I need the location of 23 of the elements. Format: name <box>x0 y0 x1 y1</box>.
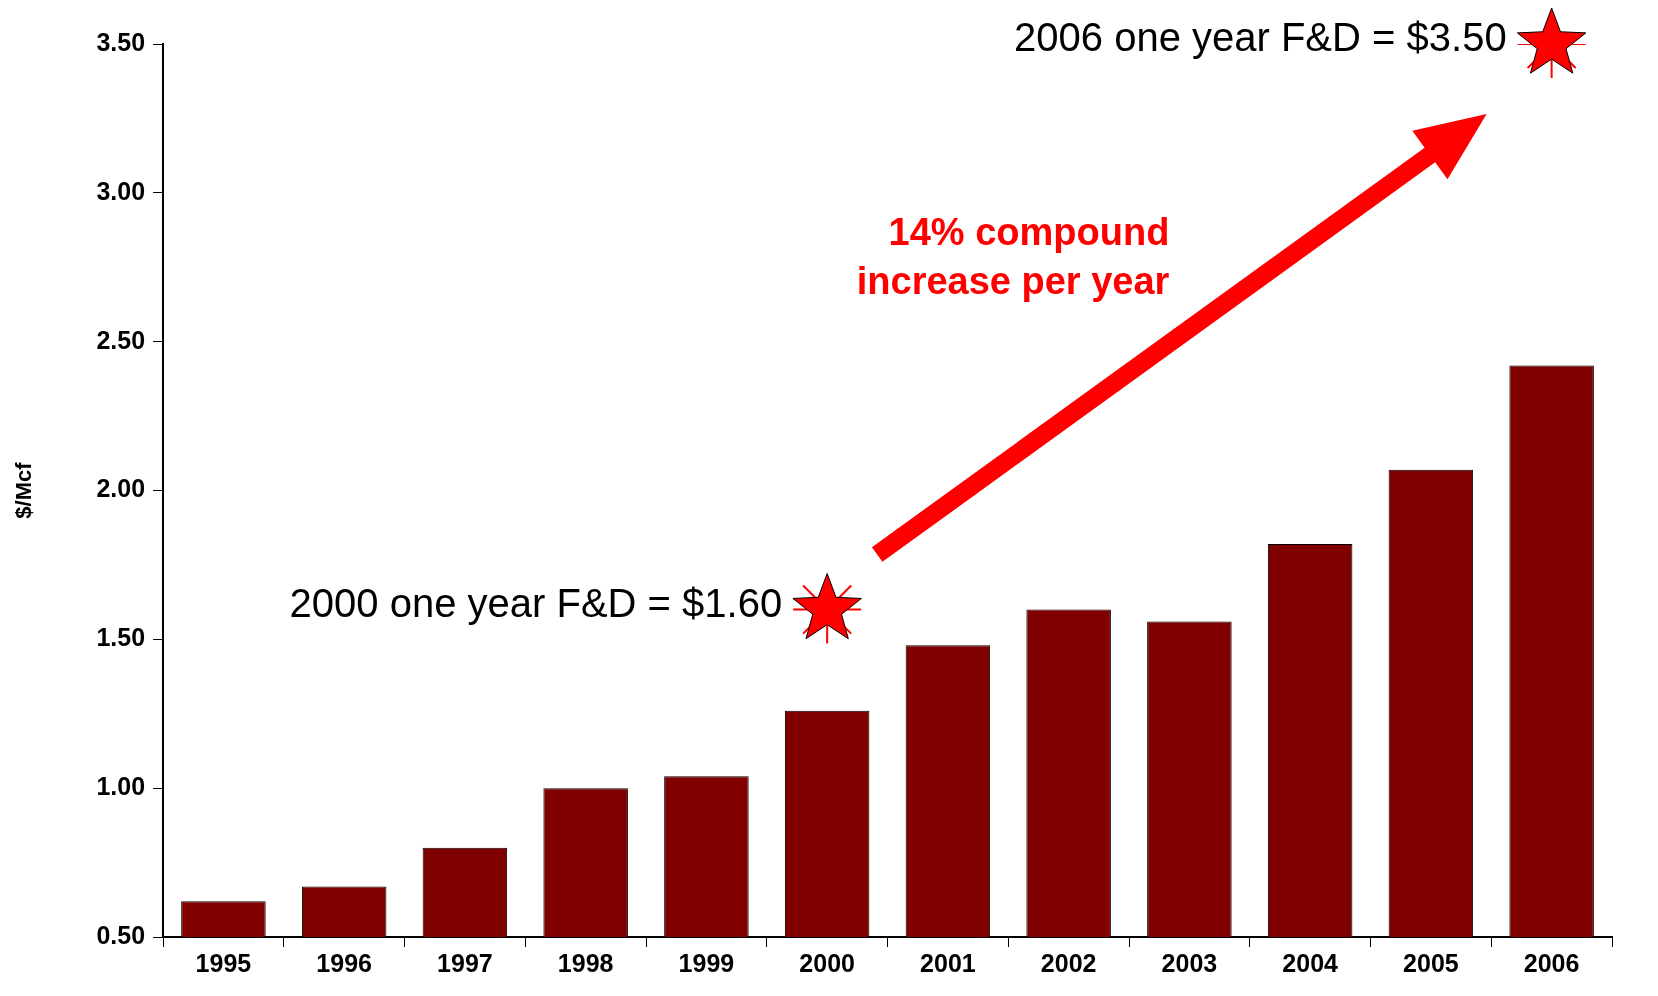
x-tick-label: 1995 <box>195 948 252 977</box>
annotation: 2006 one year F&D = $3.50 <box>1014 15 1507 60</box>
annotation: 14% compound increase per year <box>855 209 1170 305</box>
x-tick-label: 2004 <box>1282 948 1339 977</box>
y-tick-label: 2.50 <box>96 325 146 354</box>
y-tick-label: 3.50 <box>96 27 146 56</box>
x-tick-label: 1999 <box>678 948 735 977</box>
x-tick-label: 2000 <box>799 948 855 977</box>
x-tick-label: 2006 <box>1523 948 1580 977</box>
x-tick-label: 2002 <box>1040 948 1097 977</box>
x-tick-label: 1996 <box>316 948 372 977</box>
x-tick-label: 1998 <box>557 948 614 977</box>
x-tick-label: 2001 <box>920 948 976 977</box>
y-tick-label: 1.50 <box>96 623 146 652</box>
y-axis-title: $/Mcf <box>11 461 37 519</box>
x-tick-label: 2005 <box>1403 948 1459 977</box>
annotation: 2000 one year F&D = $1.60 <box>289 580 783 625</box>
y-tick-label: 3.00 <box>96 176 146 205</box>
x-tick-label: 2003 <box>1161 948 1218 977</box>
y-tick-label: 1.00 <box>96 772 146 801</box>
y-tick-label: 0.50 <box>96 920 146 949</box>
y-tick-label: 2.00 <box>96 474 146 503</box>
x-tick-label: 1997 <box>437 948 493 977</box>
